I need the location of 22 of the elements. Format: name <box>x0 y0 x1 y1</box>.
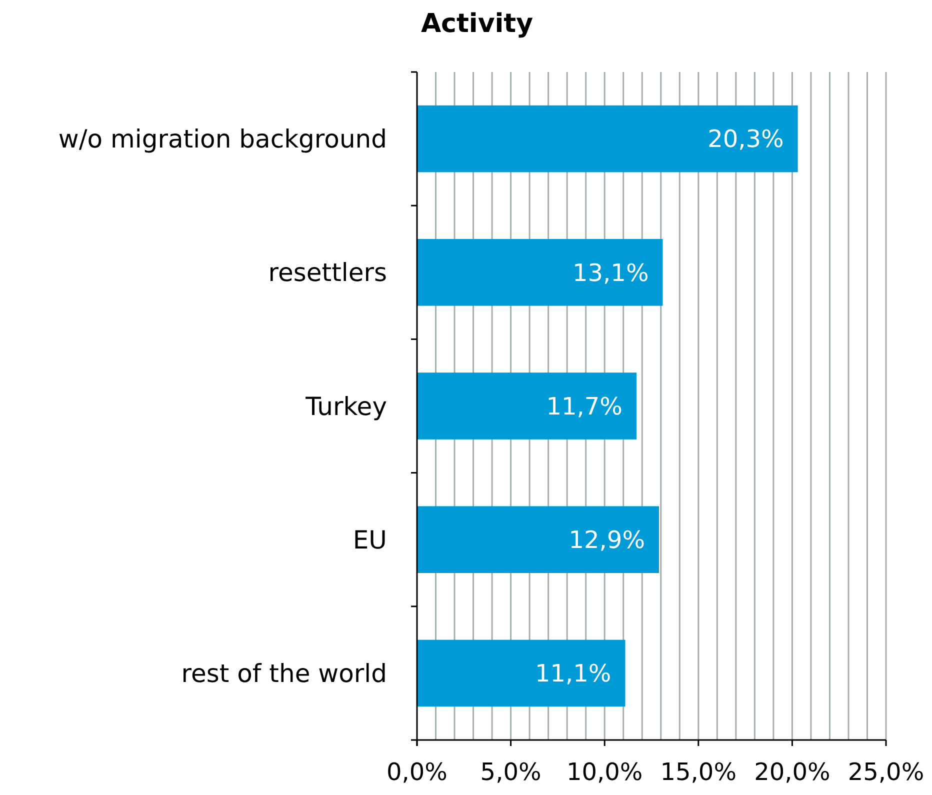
bar <box>417 640 626 707</box>
y-tick-label: EU <box>352 525 387 554</box>
x-tick-label: 5,0% <box>480 758 542 786</box>
x-tick-label: 25,0% <box>848 758 924 786</box>
x-tick-label: 0,0% <box>386 758 448 786</box>
data-label: 11,7% <box>546 392 622 420</box>
data-label: 20,3% <box>708 125 784 154</box>
bar <box>417 105 798 172</box>
y-tick-label: Turkey <box>304 392 388 421</box>
y-tick-label: w/o migration background <box>58 124 387 154</box>
x-tick-label: 15,0% <box>660 758 737 786</box>
x-tick-label: 10,0% <box>566 758 643 786</box>
data-label: 12,9% <box>568 526 646 554</box>
chart-title: Activity <box>420 9 534 39</box>
bar <box>417 506 660 573</box>
x-tick-label: 20,0% <box>754 758 830 786</box>
y-tick-label: rest of the world <box>181 658 387 688</box>
data-label: 11,1% <box>534 660 612 688</box>
data-label: 13,1% <box>572 258 649 287</box>
bar <box>417 239 663 306</box>
y-tick-label: resettlers <box>268 258 387 288</box>
bar <box>417 372 636 440</box>
